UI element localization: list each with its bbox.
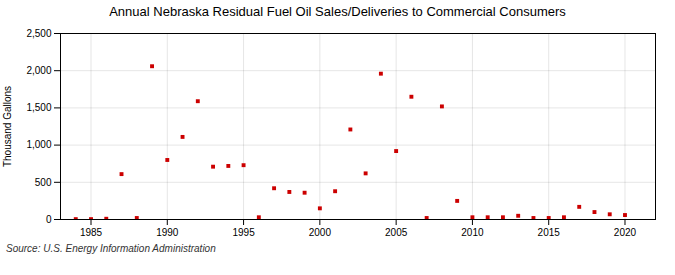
svg-text:Thousand Gallons: Thousand Gallons bbox=[2, 86, 13, 167]
svg-text:1990: 1990 bbox=[156, 227, 179, 238]
svg-text:1,000: 1,000 bbox=[26, 139, 51, 150]
html-text:Source: U.S. Energy Informatio: Source: U.S. Energy Information Administ… bbox=[6, 243, 216, 254]
html-text:Annual Nebraska Residual Fuel: Annual Nebraska Residual Fuel Oil Sales/… bbox=[109, 4, 566, 19]
svg-text:1985: 1985 bbox=[80, 227, 103, 238]
svg-text:1,500: 1,500 bbox=[26, 102, 51, 113]
svg-text:2,000: 2,000 bbox=[26, 65, 51, 76]
svg-text:2,500: 2,500 bbox=[26, 28, 51, 39]
svg-text:2005: 2005 bbox=[385, 227, 408, 238]
svg-text:500: 500 bbox=[35, 177, 52, 188]
svg-text:2015: 2015 bbox=[538, 227, 561, 238]
svg-text:2020: 2020 bbox=[614, 227, 637, 238]
svg-text:1995: 1995 bbox=[232, 227, 255, 238]
svg-text:0: 0 bbox=[46, 214, 52, 225]
svg-text:2000: 2000 bbox=[309, 227, 332, 238]
svg-text:2010: 2010 bbox=[461, 227, 484, 238]
